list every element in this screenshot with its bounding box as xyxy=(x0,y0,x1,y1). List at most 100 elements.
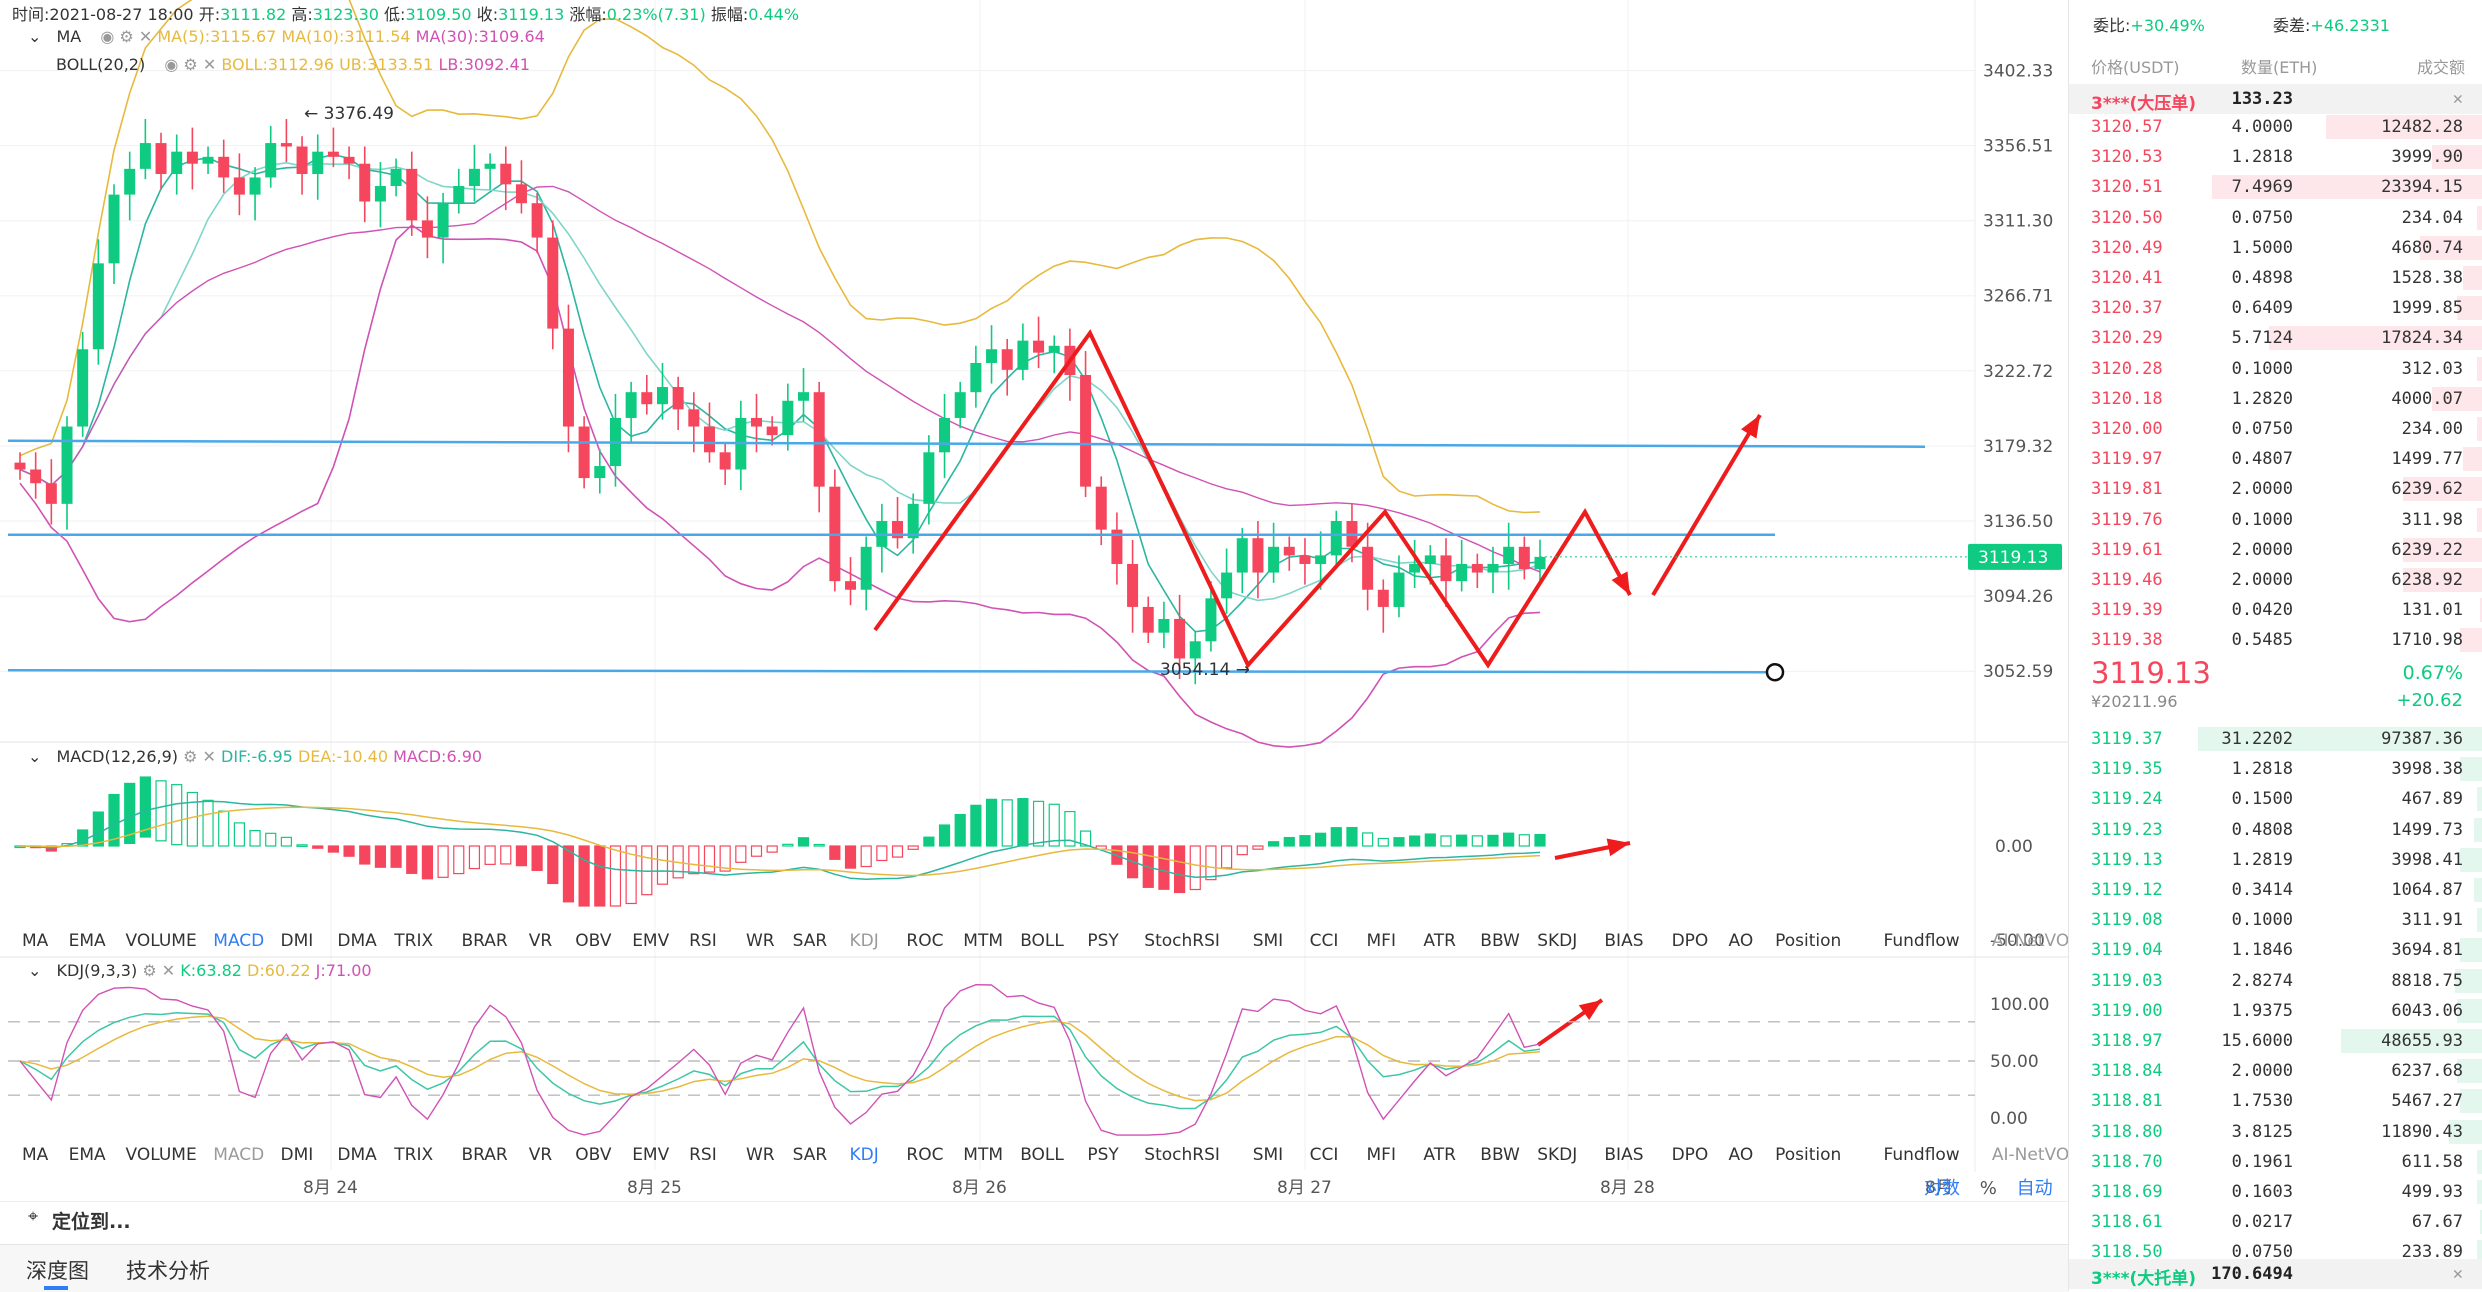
locate-button[interactable]: 定位到... xyxy=(52,1207,131,1234)
indicator-tab-position[interactable]: Position xyxy=(1775,931,1841,951)
indicator-tab-dma[interactable]: DMA xyxy=(337,1145,376,1165)
indicator-tab-ao[interactable]: AO xyxy=(1729,1145,1754,1165)
close-icon[interactable]: ✕ xyxy=(2453,1264,2463,1284)
indicator-tab-psy[interactable]: PSY xyxy=(1087,1145,1118,1165)
indicator-tab-emv[interactable]: EMV xyxy=(632,1145,669,1165)
auto-scale-toggle[interactable]: 自动 xyxy=(2017,1178,2053,1199)
close-icon[interactable]: ✕ xyxy=(2453,89,2463,109)
indicator-tab-obv[interactable]: OBV xyxy=(575,931,611,951)
indicator-tab-stochrsi[interactable]: StochRSI xyxy=(1144,1145,1220,1165)
chevron-down-icon[interactable]: ⌄ xyxy=(28,961,41,980)
indicator-tab-atr[interactable]: ATR xyxy=(1423,1145,1456,1165)
indicator-tab-emv[interactable]: EMV xyxy=(632,931,669,951)
indicator-tab-vr[interactable]: VR xyxy=(529,1145,552,1165)
indicator-tab-cci[interactable]: CCI xyxy=(1310,1145,1339,1165)
gear-icon[interactable]: ⚙ xyxy=(142,961,156,980)
indicator-tab-mfi[interactable]: MFI xyxy=(1367,1145,1396,1165)
indicator-tab-mtm[interactable]: MTM xyxy=(963,931,1003,951)
indicator-tab-macd[interactable]: MACD xyxy=(213,931,264,951)
close-icon[interactable]: ✕ xyxy=(139,27,152,46)
eye-icon[interactable]: ◉ xyxy=(100,27,114,46)
indicator-tab-volume[interactable]: VOLUME xyxy=(126,1145,197,1165)
indicator-tab-ema[interactable]: EMA xyxy=(69,931,106,951)
close-icon[interactable]: ✕ xyxy=(203,747,216,766)
indicator-tab-ao[interactable]: AO xyxy=(1729,931,1754,951)
percent-scale-toggle[interactable]: % xyxy=(1980,1178,1997,1199)
big-ask-row[interactable]: 3***(大压单) 133.23 ✕ xyxy=(2069,84,2482,114)
gear-icon[interactable]: ⚙ xyxy=(183,55,197,74)
indicator-tab-wr[interactable]: WR xyxy=(746,1145,775,1165)
indicator-tab-cci[interactable]: CCI xyxy=(1310,931,1339,951)
indicator-tab-bbw[interactable]: BBW xyxy=(1480,1145,1520,1165)
indicator-tab-smi[interactable]: SMI xyxy=(1253,1145,1283,1165)
chevron-down-icon[interactable]: ⌄ xyxy=(28,747,41,766)
indicator-tab-dpo[interactable]: DPO xyxy=(1672,1145,1709,1165)
gear-icon[interactable]: ⚙ xyxy=(183,747,197,766)
indicator-tab-psy[interactable]: PSY xyxy=(1087,931,1118,951)
tab-tech-analysis[interactable]: 技术分析 xyxy=(126,1255,210,1285)
indicator-tab-bbw[interactable]: BBW xyxy=(1480,931,1520,951)
indicator-tab-ma[interactable]: MA xyxy=(22,931,48,951)
indicator-tab-ai-netvol[interactable]: AI-NetVOL xyxy=(1992,931,2079,951)
indicator-tab-roc[interactable]: ROC xyxy=(906,1145,943,1165)
indicator-tab-skdj[interactable]: SKDJ xyxy=(1537,931,1577,951)
indicator-tab-sar[interactable]: SAR xyxy=(793,1145,828,1165)
indicator-tab-vr[interactable]: VR xyxy=(529,931,552,951)
indicator-tab-obv[interactable]: OBV xyxy=(575,1145,611,1165)
indicator-tab-boll[interactable]: BOLL xyxy=(1020,931,1064,951)
indicator-tab-sar[interactable]: SAR xyxy=(793,931,828,951)
indicator-tab-ema[interactable]: EMA xyxy=(69,1145,106,1165)
indicator-tab-roc[interactable]: ROC xyxy=(906,931,943,951)
eye-icon[interactable]: ◉ xyxy=(164,55,178,74)
indicator-tab-smi[interactable]: SMI xyxy=(1253,931,1283,951)
indicator-tab-brar[interactable]: BRAR xyxy=(462,931,508,951)
indicator-tab-fundflow[interactable]: Fundflow xyxy=(1884,931,1960,951)
indicator-tab-boll[interactable]: BOLL xyxy=(1020,1145,1064,1165)
indicator-tab-trix[interactable]: TRIX xyxy=(394,1145,433,1165)
gear-icon[interactable]: ⚙ xyxy=(119,27,133,46)
close-icon[interactable]: ✕ xyxy=(162,961,175,980)
log-scale-toggle[interactable]: 对数 xyxy=(1924,1178,1960,1199)
indicator-tab-rsi[interactable]: RSI xyxy=(689,1145,717,1165)
close-icon[interactable]: ✕ xyxy=(203,55,216,74)
indicator-tab-volume[interactable]: VOLUME xyxy=(126,931,197,951)
big-bid-row[interactable]: 3***(大托单) 170.6494 ✕ xyxy=(2069,1259,2482,1289)
indicator-tab-ma[interactable]: MA xyxy=(22,1145,48,1165)
indicator-tab-position[interactable]: Position xyxy=(1775,1145,1841,1165)
indicator-tab-kdj[interactable]: KDJ xyxy=(850,931,879,951)
chevron-down-icon[interactable]: ⌄ xyxy=(28,27,41,46)
indicator-tab-kdj[interactable]: KDJ xyxy=(850,1145,879,1165)
indicator-tab-mfi[interactable]: MFI xyxy=(1367,931,1396,951)
indicator-tab-dpo[interactable]: DPO xyxy=(1672,931,1709,951)
